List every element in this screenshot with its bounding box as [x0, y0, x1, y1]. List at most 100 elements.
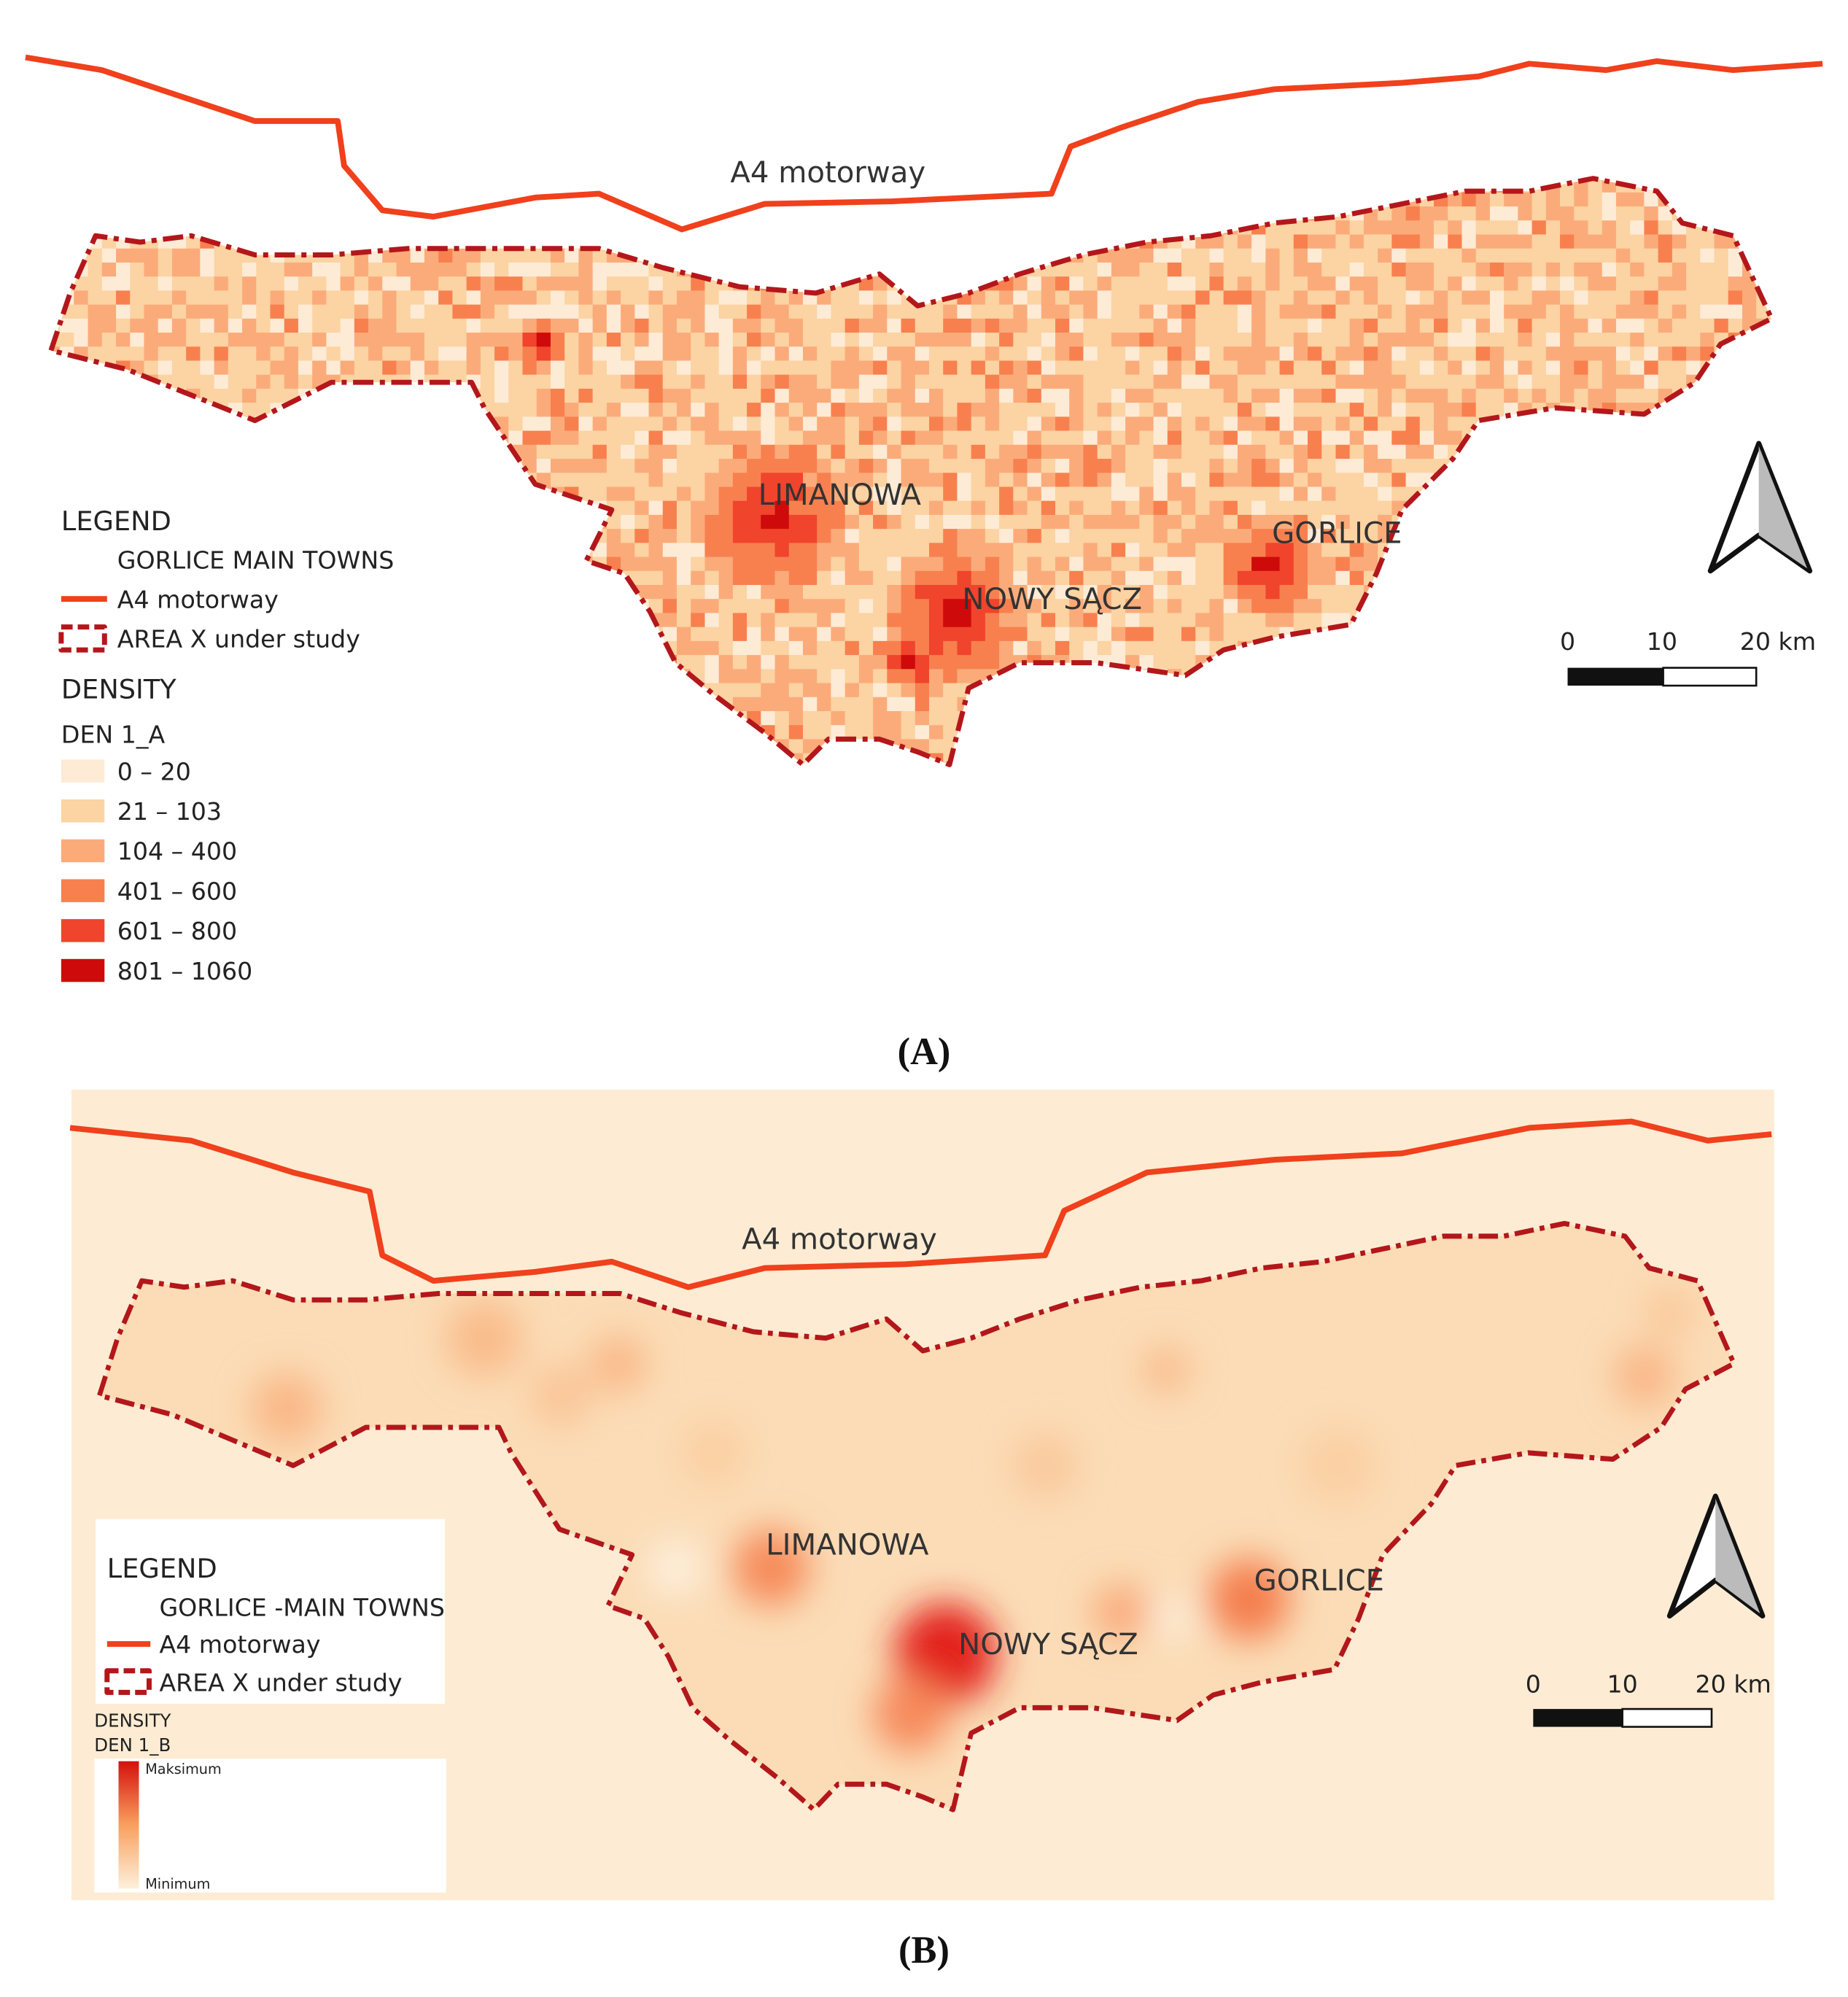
grid-cell	[1630, 416, 1645, 432]
grid-cell	[50, 192, 61, 207]
grid-cell	[340, 444, 355, 459]
grid-cell	[1700, 388, 1715, 403]
grid-cell	[466, 444, 481, 459]
grid-cell	[536, 599, 551, 613]
grid-cell	[732, 543, 748, 558]
grid-cell	[536, 697, 551, 712]
grid-cell	[718, 430, 734, 446]
grid-cell	[1615, 543, 1631, 558]
grid-cell	[887, 585, 902, 600]
grid-cell	[802, 374, 818, 389]
grid-cell	[1209, 234, 1224, 249]
grid-cell	[858, 248, 874, 263]
grid-cell	[1237, 346, 1252, 362]
grid-cell	[1391, 416, 1407, 432]
grid-cell	[382, 655, 397, 670]
grid-cell	[1251, 388, 1266, 403]
grid-cell	[1167, 403, 1182, 417]
grid-cell	[1125, 500, 1140, 516]
grid-cell	[1293, 655, 1308, 670]
grid-cell	[817, 416, 831, 432]
grid-cell	[144, 655, 159, 670]
grid-cell	[312, 514, 327, 530]
grid-cell	[396, 444, 411, 459]
grid-cell	[326, 276, 341, 291]
grid-cell	[788, 557, 804, 572]
grid-cell	[1195, 304, 1210, 319]
grid-cell	[1672, 697, 1687, 712]
grid-cell	[943, 388, 958, 403]
grid-cell	[1574, 655, 1589, 670]
grid-cell	[50, 290, 61, 306]
grid-cell	[1644, 710, 1659, 726]
grid-cell	[928, 543, 944, 558]
grid-cell	[1531, 613, 1547, 628]
grid-cell	[845, 248, 860, 263]
grid-cell	[494, 374, 509, 389]
grid-cell	[1041, 206, 1056, 221]
grid-cell	[817, 234, 831, 249]
grid-cell	[368, 710, 383, 726]
grid-cell	[1630, 710, 1645, 726]
grid-cell	[50, 710, 61, 726]
grid-cell	[200, 416, 215, 432]
grid-cell	[1083, 290, 1098, 306]
grid-cell	[424, 683, 439, 698]
grid-cell	[1139, 710, 1154, 726]
grid-cell	[1013, 304, 1028, 319]
grid-cell	[1489, 613, 1505, 628]
grid-cell	[410, 262, 425, 277]
grid-cell	[1265, 360, 1281, 376]
grid-cell	[1321, 486, 1336, 502]
grid-cell	[550, 529, 565, 543]
grid-cell	[508, 346, 524, 362]
grid-cell	[1349, 543, 1364, 558]
grid-cell	[1448, 599, 1463, 613]
grid-cell	[1630, 248, 1645, 263]
grid-cell	[1321, 599, 1336, 613]
grid-cell	[1097, 486, 1112, 502]
grid-cell	[858, 613, 874, 628]
grid-cell	[1111, 514, 1126, 530]
grid-cell	[915, 570, 930, 586]
grid-cell	[1434, 697, 1448, 712]
grid-cell	[1153, 262, 1168, 277]
grid-cell	[186, 248, 201, 263]
grid-cell	[817, 570, 831, 586]
grid-cell	[1686, 613, 1701, 628]
grid-cell	[368, 669, 383, 684]
grid-cell	[788, 459, 804, 473]
grid-cell	[270, 500, 285, 516]
grid-cell	[144, 276, 159, 291]
grid-cell	[831, 290, 846, 306]
grid-cell	[74, 290, 89, 306]
grid-cell	[1308, 613, 1322, 628]
grid-cell	[1335, 388, 1351, 403]
grid-cell	[1602, 374, 1617, 389]
grid-cell	[242, 318, 257, 333]
grid-cell	[1602, 248, 1617, 263]
grid-cell	[802, 220, 818, 236]
grid-cell	[1069, 570, 1084, 586]
grid-cell	[788, 543, 804, 558]
grid-cell	[60, 333, 74, 347]
grid-cell	[662, 374, 678, 389]
grid-cell	[887, 290, 902, 306]
grid-cell	[1279, 613, 1294, 628]
grid-cell	[1475, 206, 1491, 221]
grid-cell	[88, 570, 103, 586]
grid-cell	[1167, 627, 1182, 642]
grid-cell	[88, 318, 103, 333]
grid-cell	[171, 206, 187, 221]
grid-cell	[522, 640, 537, 656]
grid-cell	[1335, 669, 1351, 684]
grid-cell	[466, 178, 481, 193]
grid-cell	[971, 599, 986, 613]
grid-cell	[480, 529, 495, 543]
grid-cell	[522, 220, 537, 236]
grid-cell	[957, 486, 972, 502]
grid-cell	[298, 333, 313, 347]
grid-cell	[704, 262, 720, 277]
grid-cell	[130, 473, 145, 487]
grid-cell	[186, 234, 201, 249]
